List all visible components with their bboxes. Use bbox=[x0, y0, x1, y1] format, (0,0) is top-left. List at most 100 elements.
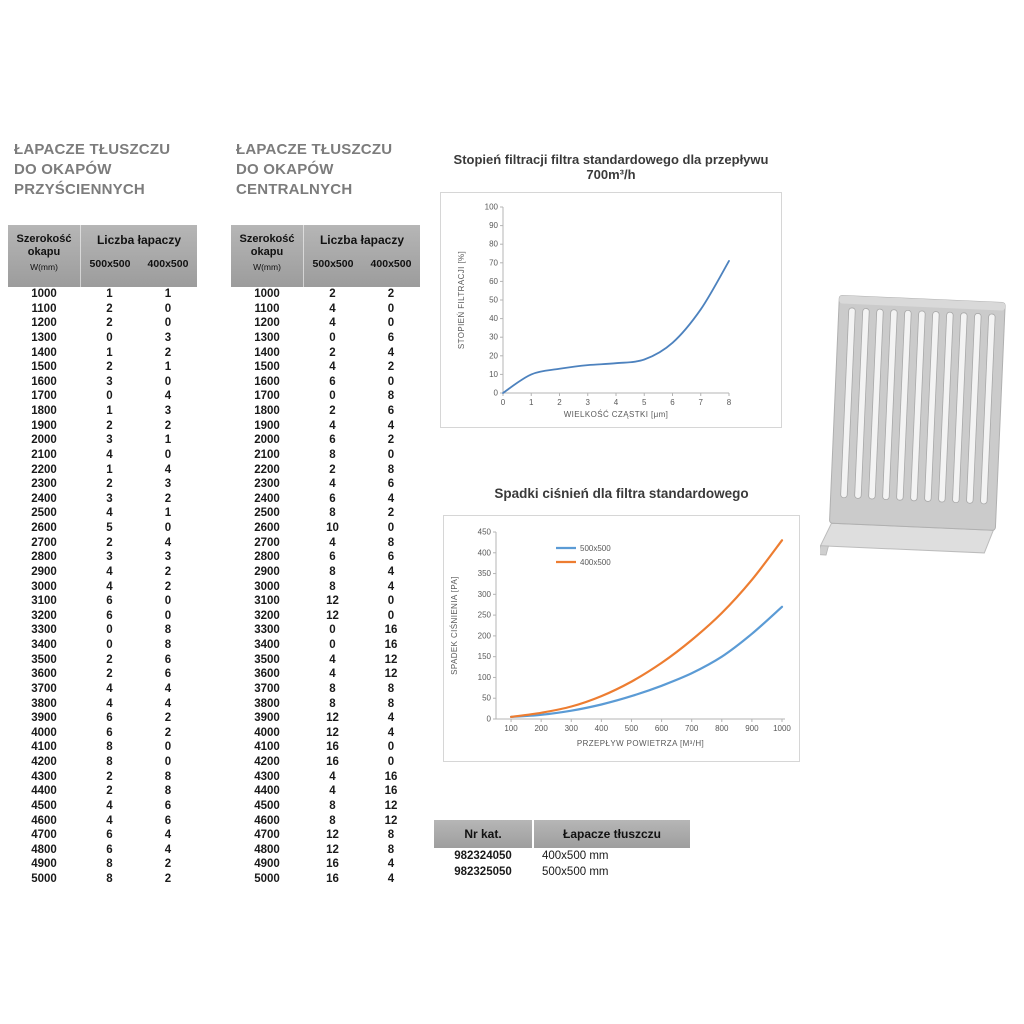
trap-count-value: 2 bbox=[387, 434, 395, 447]
trap-count-value: 4 bbox=[329, 478, 336, 491]
table-row: 2700 2 4 bbox=[8, 536, 197, 551]
trap-count-value: 4 bbox=[106, 448, 113, 461]
trap-count-value: 0 bbox=[164, 448, 172, 461]
trap-count-value: 12 bbox=[326, 609, 339, 622]
svg-text:4: 4 bbox=[614, 398, 619, 407]
svg-text:400x500: 400x500 bbox=[580, 558, 611, 567]
hood-width-value: 3200 bbox=[254, 609, 280, 622]
svg-text:350: 350 bbox=[478, 569, 492, 578]
table-row: 4300 4 16 bbox=[231, 770, 420, 785]
hood-width-value: 2000 bbox=[31, 434, 57, 447]
svg-text:50: 50 bbox=[489, 296, 498, 305]
table-row: 3900 6 2 bbox=[8, 711, 197, 726]
trap-count-value: 1 bbox=[106, 346, 113, 359]
svg-text:STOPIEŃ FILTRACJI [%]: STOPIEŃ FILTRACJI [%] bbox=[457, 251, 466, 349]
hood-width-value: 2500 bbox=[31, 507, 57, 520]
trap-count-value: 0 bbox=[106, 331, 113, 344]
trap-count-value: 4 bbox=[164, 390, 172, 403]
trap-count-value: 0 bbox=[164, 609, 172, 622]
table-row: 2100 4 0 bbox=[8, 448, 197, 463]
wall-table-rows: 1000 1 1 1100 2 0 1200 2 0 1300 0 3 1400 1 2 1500 2 1 1600… bbox=[8, 287, 197, 887]
trap-count-value: 16 bbox=[384, 770, 398, 783]
trap-count-value: 1 bbox=[164, 507, 172, 520]
wall-hood-table: Szerokość okapu W(mm) Liczba łapaczy 500… bbox=[8, 225, 197, 887]
hood-width-value: 1700 bbox=[254, 390, 280, 403]
filtration-chart-plot: 0 10 20 30 40 50 60 70 80 90 100 0 1 2 3 4 5 6 7 8 WIELKOŚĆ … bbox=[457, 203, 732, 420]
trap-count-value: 8 bbox=[164, 624, 172, 637]
trap-count-value: 8 bbox=[106, 741, 113, 754]
svg-text:6: 6 bbox=[670, 398, 675, 407]
hood-width-value: 1200 bbox=[31, 317, 57, 330]
table-row: 4700 6 4 bbox=[8, 828, 197, 843]
trap-count-value: 16 bbox=[384, 639, 398, 651]
trap-count-value: 2 bbox=[329, 288, 336, 300]
table-row: 3100 6 0 bbox=[8, 594, 197, 609]
hood-width-value: 3300 bbox=[31, 624, 57, 637]
trap-count-value: 4 bbox=[329, 653, 336, 666]
hood-width-value: 4300 bbox=[254, 770, 280, 783]
table-row: 1700 0 4 bbox=[8, 389, 197, 404]
catalog-number-header: Nr kat. bbox=[434, 820, 532, 848]
svg-text:100: 100 bbox=[478, 673, 492, 682]
trap-count-value: 0 bbox=[329, 390, 336, 403]
trap-count-value: 4 bbox=[387, 726, 395, 739]
trap-count-value: 2 bbox=[164, 565, 172, 578]
trap-count-value: 4 bbox=[387, 346, 395, 359]
svg-text:400: 400 bbox=[595, 724, 609, 733]
hood-width-value: 1300 bbox=[31, 331, 57, 344]
trap-count-value: 8 bbox=[329, 565, 336, 578]
table-row: 2500 4 1 bbox=[8, 506, 197, 521]
table-row: 2600 10 0 bbox=[231, 521, 420, 536]
width-header-cell: Szerokość okapu W(mm) bbox=[16, 233, 72, 272]
hood-width-value: 3600 bbox=[31, 668, 57, 681]
trap-count-value: 2 bbox=[164, 726, 172, 739]
table-row: 3800 8 8 bbox=[231, 697, 420, 712]
table-row: 3200 6 0 bbox=[8, 609, 197, 624]
trap-count-value: 4 bbox=[106, 580, 113, 593]
col-500x500-header: 500x500 bbox=[312, 258, 354, 270]
table-row: 3500 2 6 bbox=[8, 653, 197, 668]
wall-table-header: Szerokość okapu W(mm) Liczba łapaczy 500… bbox=[8, 225, 197, 287]
trap-count-value: 12 bbox=[326, 829, 339, 842]
trap-count-value: 6 bbox=[164, 653, 172, 666]
hood-width-value: 4700 bbox=[254, 829, 280, 842]
hood-width-value: 1200 bbox=[254, 317, 280, 330]
trap-count-value: 4 bbox=[387, 873, 395, 885]
trap-count-value: 2 bbox=[329, 405, 336, 417]
table-row: 4400 4 16 bbox=[231, 784, 420, 799]
hood-width-value: 4900 bbox=[254, 858, 280, 871]
trap-count-value: 8 bbox=[387, 536, 395, 549]
trap-count-value: 0 bbox=[164, 522, 172, 534]
table-row: 4000 12 4 bbox=[231, 726, 420, 741]
hood-width-value: 1600 bbox=[254, 375, 280, 388]
count-header-cell: Liczba łapaczy 500x500 400x500 bbox=[303, 225, 420, 287]
central-table-rows: 1000 2 2 1100 4 0 1200 4 0 1300 0 6 1400 2 4 1500 4 2 1600… bbox=[231, 287, 420, 887]
trap-count-value: 2 bbox=[164, 858, 172, 871]
hood-width-value: 2300 bbox=[31, 478, 57, 491]
svg-text:700: 700 bbox=[685, 724, 699, 733]
trap-count-value: 2 bbox=[164, 492, 172, 505]
svg-text:150: 150 bbox=[478, 652, 492, 661]
table-row: 4300 2 8 bbox=[8, 770, 197, 785]
trap-count-value: 0 bbox=[329, 639, 336, 651]
trap-count-value: 0 bbox=[164, 741, 172, 754]
trap-count-value: 6 bbox=[387, 331, 395, 344]
table-row: 4000 6 2 bbox=[8, 726, 197, 741]
trap-count-value: 8 bbox=[329, 682, 336, 695]
table-row: 2800 6 6 bbox=[231, 550, 420, 565]
trap-count-value: 0 bbox=[164, 302, 172, 315]
trap-count-value: 3 bbox=[106, 492, 113, 505]
trap-count-value: 4 bbox=[164, 682, 172, 695]
trap-count-value: 2 bbox=[106, 478, 113, 491]
svg-text:7: 7 bbox=[699, 398, 704, 407]
trap-count-value: 8 bbox=[329, 697, 336, 710]
hood-width-value: 1600 bbox=[31, 375, 57, 388]
trap-count-value: 2 bbox=[106, 785, 113, 798]
trap-count-value: 2 bbox=[387, 507, 395, 520]
hood-width-value: 3000 bbox=[31, 580, 57, 593]
table-row: 4900 16 4 bbox=[231, 857, 420, 872]
trap-count-value: 2 bbox=[106, 317, 113, 330]
catalog-table-rows: 982324050 400x500 mm 982325050 500x500 mm bbox=[434, 848, 690, 880]
trap-count-value: 16 bbox=[384, 624, 398, 637]
